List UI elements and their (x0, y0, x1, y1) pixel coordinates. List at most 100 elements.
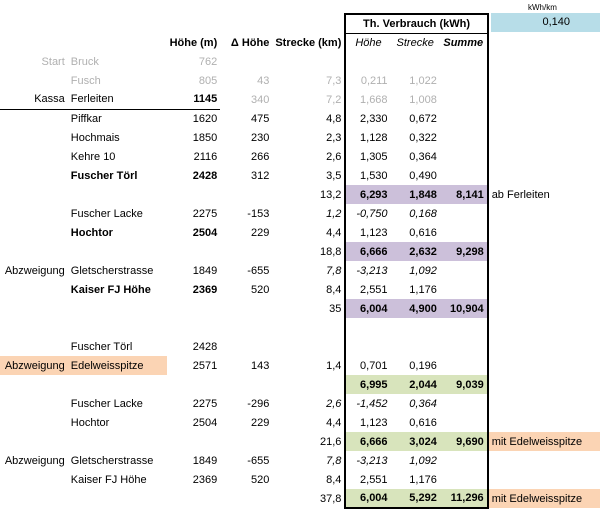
cell-a[interactable] (0, 318, 68, 337)
cell-e[interactable] (272, 337, 345, 356)
cell-c[interactable]: 2428 (192, 340, 218, 353)
cell-f[interactable]: 2,551 (344, 280, 391, 299)
cell-h[interactable] (439, 413, 489, 432)
cell-b[interactable]: Gletscherstrasse (70, 264, 154, 277)
cell-h[interactable] (439, 147, 489, 166)
cell-h[interactable] (439, 337, 489, 356)
cell-note[interactable] (488, 356, 600, 375)
cell-e[interactable]: 4,8 (326, 112, 342, 125)
cell-b[interactable]: Fuscher Lacke (70, 207, 143, 220)
cell-f[interactable]: 6,293 (344, 185, 391, 204)
cell-b[interactable]: Kaiser FJ Höhe (70, 473, 147, 486)
cell-note[interactable] (488, 261, 600, 280)
cell-c[interactable]: 1620 (192, 112, 218, 125)
cell-note[interactable] (488, 71, 600, 90)
cell-b[interactable]: Ferleiten (67, 90, 167, 110)
cell-note[interactable] (488, 109, 600, 128)
cell-g[interactable] (391, 337, 440, 356)
cell-f[interactable]: 1,668 (344, 90, 391, 109)
cell-note[interactable] (488, 52, 600, 71)
cell-note[interactable] (488, 204, 600, 223)
cell-d[interactable]: 312 (250, 169, 270, 182)
cell-g[interactable]: 1,022 (409, 74, 437, 87)
cell-b[interactable] (68, 185, 167, 204)
cell-c[interactable] (167, 432, 221, 451)
cell-e[interactable]: 7,3 (326, 74, 342, 87)
cell-g[interactable]: 0,490 (409, 169, 437, 182)
cell-h[interactable]: 11,296 (439, 489, 489, 509)
cell-g[interactable]: 0,196 (409, 359, 437, 372)
cell-g[interactable]: 1,092 (409, 264, 437, 277)
cell-a[interactable] (0, 242, 68, 261)
cell-note[interactable]: mit Edelweisspitze (487, 432, 600, 451)
cell-f[interactable]: -3,213 (344, 261, 391, 280)
cell-c[interactable]: 2116 (193, 150, 218, 163)
cell-a[interactable] (0, 432, 68, 451)
cell-d[interactable] (220, 242, 272, 261)
cell-h[interactable] (439, 451, 489, 470)
cell-h[interactable] (439, 71, 489, 90)
cell-a[interactable] (0, 337, 68, 356)
cell-g[interactable]: 1,176 (409, 473, 437, 486)
cell-c[interactable]: 2571 (192, 359, 218, 372)
cell-d[interactable]: 266 (250, 150, 270, 163)
cell-e[interactable] (272, 52, 345, 71)
cell-g[interactable]: 2,044 (390, 375, 440, 394)
cell-a[interactable] (0, 299, 68, 318)
cell-a[interactable] (0, 413, 68, 432)
cell-h[interactable] (439, 318, 489, 337)
cell-d[interactable]: -153 (247, 207, 270, 220)
cell-d[interactable]: -655 (247, 454, 270, 467)
cell-f[interactable] (344, 52, 391, 71)
cell-b[interactable]: Edelweisspitze (67, 356, 167, 375)
cell-note[interactable] (488, 375, 600, 394)
cell-a[interactable] (0, 375, 68, 394)
cell-h[interactable] (439, 394, 489, 413)
cell-f[interactable]: 6,004 (344, 299, 391, 318)
cell-h[interactable] (439, 166, 489, 185)
cell-c[interactable] (167, 299, 221, 318)
cell-b[interactable] (68, 299, 167, 318)
cell-d[interactable]: 520 (250, 283, 270, 296)
cell-e[interactable]: 1,2 (326, 207, 342, 220)
cell-h[interactable] (439, 356, 489, 375)
cell-g[interactable]: 0,616 (409, 416, 437, 429)
cell-b[interactable]: Fusch (70, 74, 101, 87)
cell-h[interactable] (439, 470, 489, 489)
cell-g[interactable]: 1,092 (409, 454, 437, 467)
cell-b[interactable]: Hochtor (70, 416, 110, 429)
cell-h[interactable]: 10,904 (439, 299, 489, 318)
cell-note[interactable] (488, 413, 600, 432)
cell-b[interactable] (68, 318, 167, 337)
cell-a[interactable] (0, 280, 68, 299)
cell-f[interactable]: 0,211 (344, 71, 391, 90)
cell-h[interactable] (439, 90, 489, 109)
cell-note[interactable] (488, 242, 600, 261)
cell-e[interactable]: 37,8 (319, 492, 342, 505)
cell-e[interactable]: 35 (272, 299, 346, 318)
cell-e[interactable]: 2,6 (326, 397, 342, 410)
cell-c[interactable] (167, 489, 221, 508)
cell-b[interactable]: Piffkar (70, 112, 102, 125)
cell-a[interactable]: Abzweigung (0, 356, 68, 375)
cell-h[interactable] (439, 280, 489, 299)
cell-f[interactable]: 0,701 (344, 356, 391, 375)
cell-d[interactable]: 143 (250, 359, 270, 372)
cell-d[interactable]: 475 (250, 112, 270, 125)
cell-b[interactable] (68, 489, 167, 508)
cell-d[interactable] (220, 375, 272, 394)
cell-c[interactable]: 805 (198, 74, 218, 87)
cell-f[interactable]: -1,452 (344, 394, 391, 413)
cell-b[interactable]: Hochtor (70, 226, 113, 239)
cell-note[interactable] (488, 147, 600, 166)
cell-f[interactable]: 6,666 (344, 432, 391, 451)
cell-e[interactable]: 2,6 (326, 150, 342, 163)
cell-c[interactable] (167, 318, 221, 337)
cell-a[interactable] (0, 394, 68, 413)
cell-f[interactable]: 1,305 (344, 147, 391, 166)
cell-e[interactable]: 7,8 (326, 264, 342, 277)
cell-note[interactable] (488, 470, 600, 489)
cell-d[interactable] (220, 52, 272, 71)
cell-note[interactable] (488, 451, 600, 470)
cell-c[interactable]: 2504 (192, 226, 218, 239)
